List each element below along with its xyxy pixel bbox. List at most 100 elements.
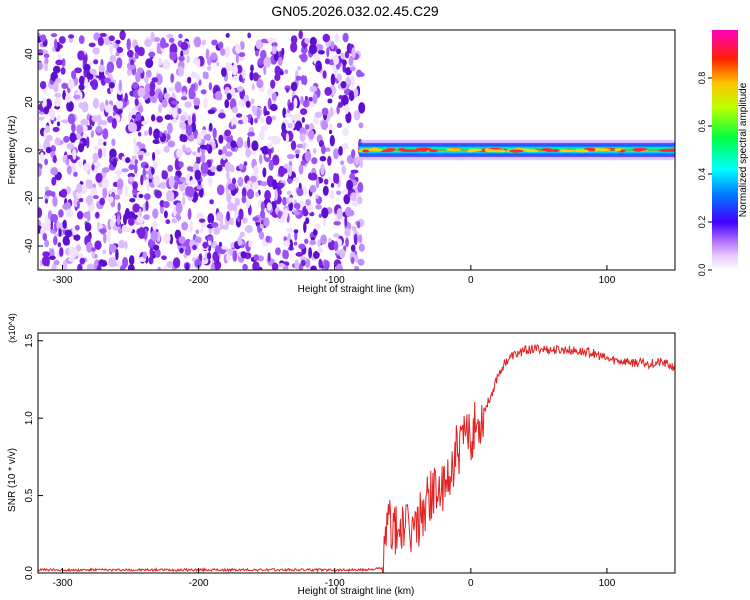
noise-blob (267, 252, 271, 263)
noise-blob (261, 125, 268, 132)
noise-blob (123, 213, 127, 226)
noise-blob (91, 247, 96, 253)
noise-blob (224, 129, 232, 137)
noise-blob (344, 104, 350, 115)
noise-blob (354, 156, 360, 166)
noise-blob (305, 199, 311, 206)
noise-blob (58, 36, 66, 44)
noise-blob (138, 105, 144, 113)
noise-blob (293, 211, 301, 216)
noise-blob (174, 175, 179, 182)
noise-blob (336, 208, 343, 220)
noise-blob (323, 260, 330, 270)
noise-blob (307, 203, 313, 214)
noise-blob (312, 147, 317, 154)
x-tick-label: 0 (468, 275, 474, 286)
noise-blob (267, 142, 273, 149)
noise-blob (245, 200, 250, 209)
noise-blob (152, 161, 158, 170)
noise-blob (180, 41, 189, 51)
noise-blob (270, 79, 276, 89)
noise-blob (310, 236, 315, 241)
noise-blob (218, 112, 226, 119)
noise-blob (86, 263, 95, 270)
noise-blob (149, 80, 156, 92)
noise-blob (196, 184, 203, 190)
noise-blob (77, 253, 84, 258)
colorbar-tick-label: 0.6 (697, 120, 707, 133)
noise-blob (151, 166, 155, 175)
noise-blob (71, 70, 77, 80)
noise-blob (102, 146, 107, 158)
signal-hotspot (615, 148, 621, 152)
noise-blob (285, 133, 290, 144)
y-tick-label: 0.0 (24, 566, 35, 580)
noise-blob (353, 233, 358, 246)
noise-blob (340, 52, 345, 60)
noise-blob (277, 210, 282, 219)
noise-blob (285, 88, 289, 93)
noise-blob (151, 95, 157, 104)
noise-blob (163, 201, 170, 208)
noise-blob (309, 43, 317, 55)
noise-blob (99, 197, 105, 206)
noise-blob (66, 143, 75, 150)
noise-blob (284, 69, 289, 75)
noise-blob (209, 199, 214, 205)
noise-blob (162, 61, 170, 67)
noise-blob (342, 189, 348, 195)
noise-blob (156, 115, 164, 123)
noise-blob (195, 229, 200, 234)
noise-blob (358, 122, 364, 129)
noise-blob (182, 196, 186, 206)
noise-blob (320, 163, 325, 176)
noise-blob (109, 43, 114, 55)
noise-blob (169, 51, 178, 61)
noise-blob (259, 154, 263, 165)
noise-blob (287, 123, 293, 129)
noise-blob (295, 252, 304, 257)
noise-blob (170, 73, 175, 83)
noise-blob (326, 47, 330, 58)
noise-blob (129, 198, 136, 203)
noise-blob (264, 110, 270, 116)
noise-blob (104, 103, 113, 113)
noise-blob (263, 65, 267, 76)
noise-blob (132, 187, 138, 196)
noise-blob (179, 247, 184, 254)
noise-blob (308, 96, 313, 102)
noise-blob (215, 90, 223, 101)
colorbar-tick-label: 0.8 (697, 72, 707, 85)
noise-blob (218, 149, 223, 156)
noise-blob (247, 32, 252, 39)
noise-blob (349, 172, 356, 181)
noise-blob (100, 120, 108, 126)
noise-blob (49, 109, 56, 121)
noise-blob (38, 207, 43, 218)
noise-blob (232, 250, 238, 262)
noise-blob (305, 128, 309, 137)
noise-blob (297, 66, 302, 71)
snr-x-label: Height of straight line (km) (298, 586, 415, 597)
noise-blob (255, 39, 264, 50)
noise-blob (157, 57, 163, 66)
noise-blob (239, 231, 245, 238)
noise-blob (134, 98, 139, 107)
noise-blob (288, 102, 294, 111)
noise-blob (330, 182, 335, 188)
noise-blob (280, 168, 288, 175)
noise-blob (193, 36, 202, 48)
noise-blob (128, 64, 136, 70)
noise-blob (131, 114, 137, 119)
noise-blob (207, 252, 212, 260)
noise-blob (77, 210, 84, 220)
noise-blob (163, 233, 171, 244)
noise-blob (53, 81, 59, 93)
noise-blob (247, 131, 256, 137)
noise-blob (186, 186, 195, 198)
noise-blob (172, 257, 181, 269)
noise-blob (153, 175, 161, 187)
noise-blob (80, 118, 89, 126)
noise-blob (212, 251, 219, 262)
